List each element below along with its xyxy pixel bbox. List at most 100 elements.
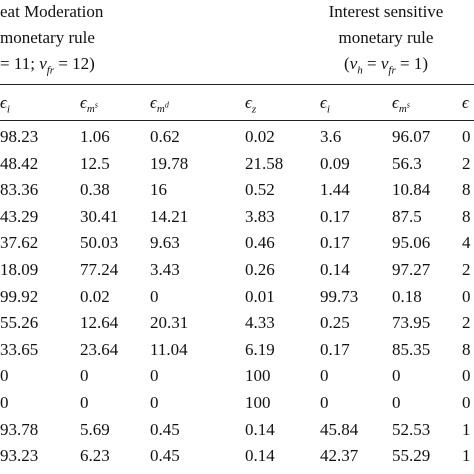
cell: 5.69	[80, 419, 110, 439]
cell: 0.45	[150, 446, 180, 466]
cell: 0	[150, 366, 159, 386]
group-header-line: monetary rule	[0, 29, 95, 46]
column-symbol: ϵ	[80, 93, 87, 112]
cell: 45.84	[320, 419, 359, 439]
cell: 99.73	[320, 286, 359, 306]
cell: 0	[80, 366, 89, 386]
cell: 6.23	[80, 446, 110, 466]
header-subscript: fr	[46, 64, 55, 77]
cell: 50.03	[80, 233, 119, 253]
cell: 12.64	[80, 313, 119, 333]
column-superscript: s	[406, 100, 410, 110]
group-header-line: = 11; νfr = 12)	[0, 54, 95, 76]
cell: 4	[462, 233, 471, 253]
cell: 18.09	[0, 260, 39, 279]
cell: 87.5	[392, 206, 422, 226]
cell: 56.3	[392, 153, 422, 173]
cell: 0	[462, 393, 471, 412]
cell: 0	[320, 366, 329, 386]
header-text: eat Moderation	[0, 2, 104, 21]
cell: 55.29	[392, 446, 431, 466]
cell: 0	[80, 393, 89, 412]
cell: 8	[462, 180, 471, 200]
cell: 37.62	[0, 233, 39, 253]
cell: 3.43	[150, 260, 180, 279]
cell: 0	[0, 393, 9, 412]
column-header: ϵmd	[150, 93, 169, 115]
group-header-line: Interest sensitive	[329, 3, 444, 20]
column-subscript: i	[326, 103, 330, 116]
column-header: ϵms	[80, 93, 98, 115]
cell: 8	[462, 339, 471, 359]
cell: 0.02	[245, 127, 275, 146]
column-subscript: md	[156, 100, 169, 116]
cell: 14.21	[150, 206, 189, 226]
header-text: =	[362, 54, 381, 73]
header-subscript: h	[357, 64, 363, 77]
column-symbol: ϵ	[0, 93, 7, 112]
cell: 0.02	[80, 286, 110, 306]
cell: 21.58	[245, 153, 284, 173]
cell: 0.14	[245, 446, 275, 466]
cell: 0.38	[80, 180, 110, 200]
cell: 85.35	[392, 339, 431, 359]
column-header: ϵms	[392, 93, 410, 115]
cell: 0.18	[392, 286, 422, 306]
cell: 3.6	[320, 127, 342, 146]
cell: 0	[392, 393, 401, 412]
cell: 99.92	[0, 286, 39, 306]
cell: 95.06	[392, 233, 431, 253]
cell: 0.17	[320, 206, 350, 226]
cell: 0	[392, 366, 401, 386]
cell: 0	[0, 366, 9, 386]
cell: 2	[462, 313, 471, 333]
cell: 30.41	[80, 206, 119, 226]
cell: 0.14	[320, 260, 350, 279]
cell: 1.06	[80, 127, 110, 146]
cell: 73.95	[392, 313, 431, 333]
header-text: monetary rule	[0, 28, 95, 47]
column-symbol: ϵ	[150, 93, 157, 112]
header-text: (	[344, 54, 350, 73]
cell: 0.52	[245, 180, 275, 200]
cell: 43.29	[0, 206, 39, 226]
cell: 2	[462, 153, 471, 173]
cell: 93.23	[0, 446, 39, 466]
column-subscript: z	[251, 103, 257, 116]
cell: 16	[150, 180, 167, 200]
group-header-line: monetary rule	[339, 29, 434, 46]
header-symbol: ν	[380, 54, 389, 73]
group-header-line: (νh = νfr = 1)	[344, 54, 428, 76]
cell: 0.25	[320, 313, 350, 333]
cell: 0	[150, 393, 159, 412]
cell: 0.17	[320, 233, 350, 253]
cell: 77.24	[80, 260, 119, 279]
column-symbol: ϵ	[392, 93, 399, 112]
cell: 1	[462, 419, 471, 439]
cell: 0.17	[320, 339, 350, 359]
column-subscript: i	[6, 103, 10, 116]
column-symbol: ϵ	[245, 93, 252, 112]
cell: 2	[462, 260, 471, 279]
cell: 100	[245, 366, 271, 386]
cell: 0.01	[245, 286, 275, 306]
cell: 20.31	[150, 313, 189, 333]
cell: 23.64	[80, 339, 119, 359]
cell: 0	[462, 127, 471, 146]
header-rule	[0, 84, 474, 85]
header-symbol: ν	[39, 54, 47, 73]
cell: 52.53	[392, 419, 431, 439]
cell: 98.23	[0, 127, 39, 146]
cell: 3.83	[245, 206, 275, 226]
cell: 96.07	[392, 127, 431, 146]
cell: 0.45	[150, 419, 180, 439]
cell: 19.78	[150, 153, 189, 173]
column-superscript: s	[94, 100, 98, 110]
cell: 10.84	[392, 180, 431, 200]
cell: 42.37	[320, 446, 359, 466]
column-symbol: ϵ	[320, 93, 327, 112]
cell: 8	[462, 206, 471, 226]
cell: 55.26	[0, 313, 39, 333]
cell: 93.78	[0, 419, 39, 439]
